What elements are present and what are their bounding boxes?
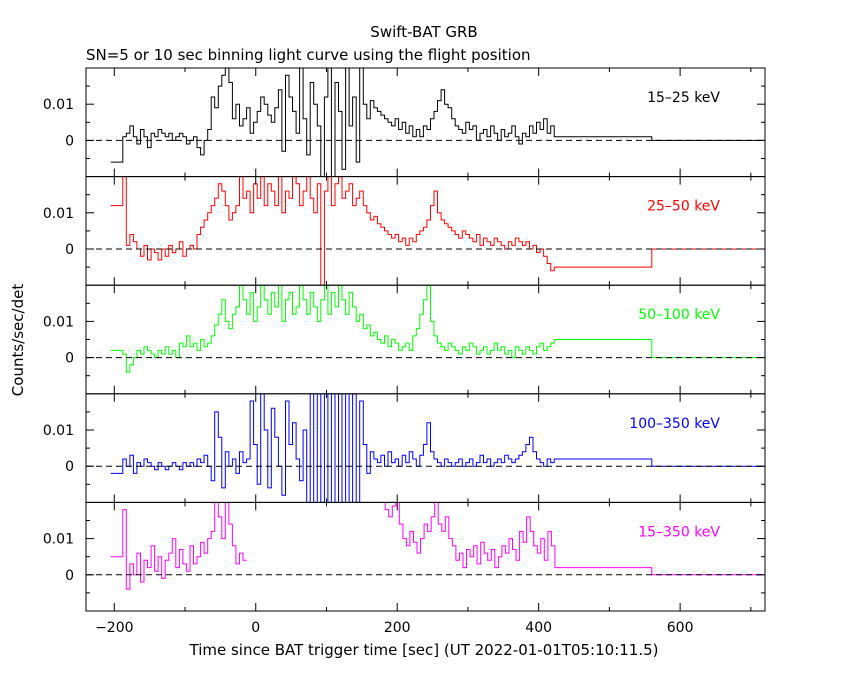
series-line-4-1 <box>110 393 765 503</box>
y-tick-label: 0.01 <box>43 206 74 222</box>
series-line-3-1 <box>110 285 765 373</box>
chart-subtitle: SN=5 or 10 sec binning light curve using… <box>86 46 531 64</box>
x-tick-label: 200 <box>384 620 411 636</box>
series-line-2-1 <box>110 176 765 286</box>
y-tick-label: 0 <box>65 242 74 258</box>
panel-frame <box>85 176 766 286</box>
panel-5: 0 0.01 15–350 keV <box>43 501 766 612</box>
x-tick-label: 0 <box>251 620 260 636</box>
y-tick-label: 0 <box>65 568 74 584</box>
band-label: 15–25 keV <box>647 90 720 106</box>
panel-frame <box>85 393 766 503</box>
panel-frame <box>85 501 766 612</box>
y-tick-label: 0.01 <box>43 423 74 439</box>
chart-title: Swift-BAT GRB <box>370 23 477 41</box>
y-tick-label: 0.01 <box>43 314 74 330</box>
x-tick-label: −200 <box>95 620 133 636</box>
panels: 0 0.01 15–25 keV 0 0.01 25–50 keV 0 0.01 50–100 … <box>43 67 766 636</box>
y-tick-label: 0 <box>65 459 74 475</box>
series-line-1-1 <box>110 68 765 177</box>
panel-3: 0 0.01 50–100 keV <box>43 284 766 395</box>
y-tick-label: 0 <box>65 133 74 149</box>
panel-2: 0 0.01 25–50 keV <box>43 176 766 286</box>
panel-4: 0 0.01 100–350 keV <box>43 393 766 503</box>
panel-1: 0 0.01 15–25 keV <box>43 67 766 178</box>
series-line-5-2 <box>381 502 765 576</box>
series-line-5-1 <box>110 502 247 590</box>
x-tick-label: 600 <box>667 620 694 636</box>
band-label: 15–350 keV <box>638 524 720 540</box>
x-tick-label: 400 <box>525 620 552 636</box>
x-axis-label: Time since BAT trigger time [sec] (UT 20… <box>189 641 659 659</box>
panel-frame <box>85 284 766 395</box>
band-label: 100–350 keV <box>629 416 720 432</box>
y-tick-label: 0.01 <box>43 532 74 548</box>
y-axis-label: Counts/sec/det <box>9 284 27 397</box>
y-tick-label: 0 <box>65 351 74 367</box>
band-label: 25–50 keV <box>647 199 720 215</box>
band-label: 50–100 keV <box>638 307 720 323</box>
panel-frame <box>85 67 766 178</box>
y-tick-label: 0.01 <box>43 97 74 113</box>
